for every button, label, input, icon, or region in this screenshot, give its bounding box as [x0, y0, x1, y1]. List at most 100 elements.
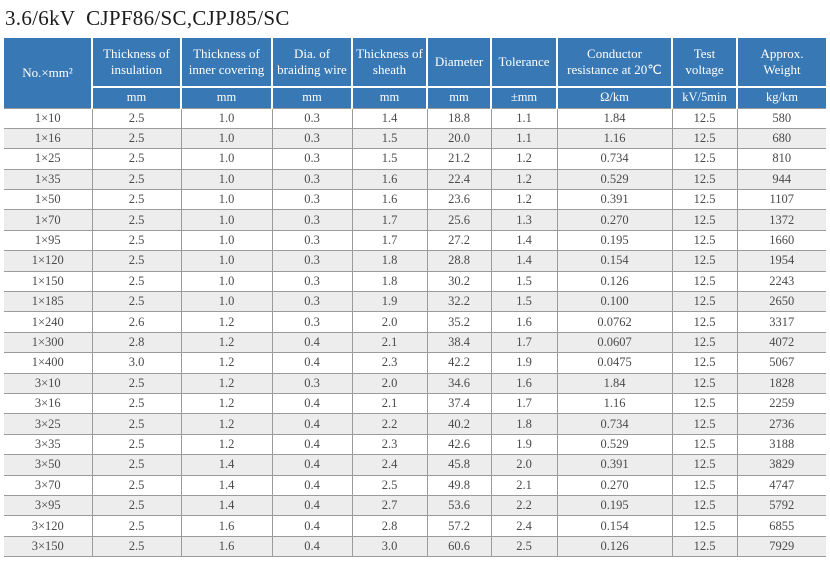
table-cell: 0.4 [271, 474, 353, 496]
column-header-6: Tolerance [490, 38, 558, 88]
table-cell: 12.5 [671, 270, 738, 293]
column-header-8: Test voltage [671, 38, 738, 88]
table-cell: 1.5 [351, 148, 428, 170]
table-cell: 0.195 [556, 229, 673, 252]
column-header-4: Thickness of sheath [351, 38, 428, 88]
table-cell: 30.2 [426, 270, 492, 293]
table-cell: 0.3 [271, 168, 353, 191]
table-cell: 2.2 [351, 413, 428, 435]
column-header-7: Conductor resistance at 20℃ [556, 38, 673, 88]
table-cell: 1.4 [351, 107, 428, 129]
table-cell: 2.4 [351, 454, 428, 476]
table-row: 1×16 2.5 1.0 0.3 1.5 20.0 1.1 1.16 12.5 680 [4, 127, 826, 150]
table-cell: 1.16 [556, 392, 673, 415]
table-cell: 12.5 [671, 107, 738, 129]
table-cell: 3.0 [91, 352, 182, 374]
table-cell: 4747 [736, 474, 826, 496]
table-cell: 1.0 [180, 148, 273, 170]
table-cell: 2.7 [351, 494, 428, 517]
table-cell: 2.3 [351, 433, 428, 456]
table-cell: 0.4 [271, 352, 353, 374]
table-row: 1×150 2.5 1.0 0.3 1.8 30.2 1.5 0.126 12.5 2243 [4, 270, 826, 293]
table-cell: 0.4 [271, 515, 353, 537]
table-cell: 1.0 [180, 229, 273, 252]
table-cell: 12.5 [671, 515, 738, 537]
table-cell: 4072 [736, 331, 826, 354]
table-cell: 0.3 [271, 209, 353, 231]
table-cell: 1.0 [180, 107, 273, 129]
column-header-3: Dia. of braiding wire [271, 38, 353, 88]
row-size-label: 3×35 [4, 433, 93, 456]
header-units-row: mm mm mm mm mm ±mm Ω/km kV/5min kg/km [4, 86, 826, 109]
table-cell: 2.0 [351, 372, 428, 394]
table-cell: 1.6 [490, 311, 558, 333]
table-cell: 45.8 [426, 454, 492, 476]
row-size-label: 3×70 [4, 474, 93, 496]
table-cell: 2.5 [91, 291, 182, 313]
table-cell: 32.2 [426, 291, 492, 313]
table-row: 1×120 2.5 1.0 0.3 1.8 28.8 1.4 0.154 12.5 1954 [4, 250, 826, 272]
table-cell: 3.0 [351, 535, 428, 558]
column-unit-8: kV/5min [671, 86, 738, 109]
table-cell: 12.5 [671, 352, 738, 374]
row-size-label: 1×10 [4, 107, 93, 129]
table-cell: 12.5 [671, 168, 738, 191]
table-cell: 0.154 [556, 250, 673, 272]
table-cell: 27.2 [426, 229, 492, 252]
table-cell: 0.4 [271, 454, 353, 476]
table-cell: 1.5 [490, 291, 558, 313]
table-cell: 1.2 [490, 168, 558, 191]
table-cell: 3317 [736, 311, 826, 333]
table-cell: 57.2 [426, 515, 492, 537]
table-cell: 1.6 [351, 189, 428, 211]
row-size-label: 3×50 [4, 454, 93, 476]
table-cell: 2.5 [490, 535, 558, 558]
table-cell: 2.4 [490, 515, 558, 537]
table-cell: 1.7 [351, 209, 428, 231]
table-cell: 2.5 [91, 474, 182, 496]
column-unit-7: Ω/km [556, 86, 673, 109]
table-cell: 1.4 [180, 474, 273, 496]
table-cell: 12.5 [671, 413, 738, 435]
table-row: 1×95 2.5 1.0 0.3 1.7 27.2 1.4 0.195 12.5 1660 [4, 229, 826, 252]
table-cell: 1.1 [490, 127, 558, 150]
table-cell: 2.0 [351, 311, 428, 333]
table-cell: 1.2 [180, 392, 273, 415]
table-cell: 1.8 [351, 250, 428, 272]
table-cell: 2.5 [91, 270, 182, 293]
table-cell: 0.195 [556, 494, 673, 517]
table-cell: 2.5 [91, 392, 182, 415]
table-cell: 0.126 [556, 270, 673, 293]
table-cell: 0.0475 [556, 352, 673, 374]
table-cell: 1.0 [180, 291, 273, 313]
table-cell: 2.5 [91, 515, 182, 537]
row-size-label: 3×95 [4, 494, 93, 517]
table-cell: 2.5 [91, 454, 182, 476]
table-cell: 1.7 [490, 392, 558, 415]
table-cell: 1.4 [490, 229, 558, 252]
table-cell: 0.3 [271, 107, 353, 129]
table-cell: 1.4 [180, 494, 273, 517]
table-cell: 0.3 [271, 291, 353, 313]
table-cell: 1.2 [490, 189, 558, 211]
table-row: 1×185 2.5 1.0 0.3 1.9 32.2 1.5 0.100 12.5 2650 [4, 291, 826, 313]
table-cell: 1.84 [556, 107, 673, 129]
column-unit-4: mm [351, 86, 428, 109]
column-unit-1: mm [91, 86, 182, 109]
column-header-0: No.×mm² [4, 38, 93, 109]
table-cell: 2.1 [490, 474, 558, 496]
table-cell: 2.8 [91, 331, 182, 354]
table-cell: 2.6 [91, 311, 182, 333]
table-cell: 2259 [736, 392, 826, 415]
table-cell: 22.4 [426, 168, 492, 191]
column-unit-9: kg/km [736, 86, 826, 109]
table-cell: 0.3 [271, 189, 353, 211]
table-cell: 12.5 [671, 311, 738, 333]
table-cell: 0.391 [556, 189, 673, 211]
table-cell: 1.0 [180, 270, 273, 293]
table-row: 3×95 2.5 1.4 0.4 2.7 53.6 2.2 0.195 12.5 5792 [4, 494, 826, 517]
page-title: 3.6/6kV CJPF86/SC,CJPJ85/SC [5, 6, 290, 30]
column-header-1: Thickness of insulation [91, 38, 182, 88]
table-cell: 0.3 [271, 229, 353, 252]
table-cell: 1.1 [490, 107, 558, 129]
